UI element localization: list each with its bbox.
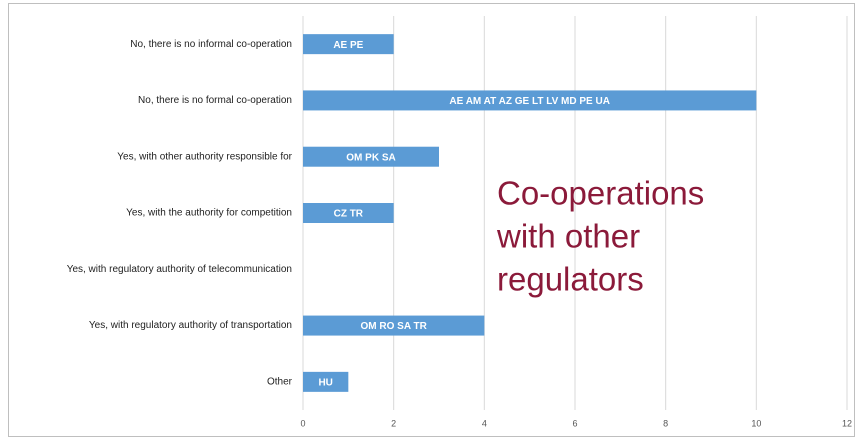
y-tick-label: Yes, with the authority for competition bbox=[126, 208, 292, 219]
y-tick-label: Yes, with regulatory authority of teleco… bbox=[67, 264, 292, 275]
bar bbox=[303, 90, 757, 111]
annotation: regulators bbox=[497, 261, 644, 298]
bar bbox=[303, 371, 349, 392]
bar bbox=[303, 146, 439, 167]
bar-label: HU bbox=[318, 377, 332, 388]
bar-label: CZ TR bbox=[334, 209, 364, 220]
y-tick-label: Yes, with regulatory authority of transp… bbox=[89, 320, 292, 331]
x-tick-label: 8 bbox=[663, 418, 668, 428]
bar bbox=[303, 203, 394, 223]
bar-label: OM PK SA bbox=[346, 152, 395, 163]
y-tick-label: No, there is no formal co-operation bbox=[138, 95, 292, 106]
frame bbox=[8, 3, 855, 437]
annotation: Co-operations bbox=[497, 175, 704, 212]
bar-label: AE AM AT AZ GE LT LV MD PE UA bbox=[449, 96, 610, 107]
x-tick-label: 12 bbox=[842, 418, 852, 428]
x-tick-label: 0 bbox=[300, 418, 305, 428]
y-tick-label: Other bbox=[267, 376, 293, 387]
y-tick-label: Yes, with other authority responsible fo… bbox=[117, 151, 292, 162]
x-tick-label: 4 bbox=[482, 418, 487, 428]
x-tick-label: 2 bbox=[391, 418, 396, 428]
bar-label: OM RO SA TR bbox=[361, 321, 428, 332]
x-tick-label: 10 bbox=[751, 418, 761, 428]
x-tick-label: 6 bbox=[572, 418, 577, 428]
y-tick-label: No, there is no informal co-operation bbox=[130, 39, 292, 50]
bar bbox=[303, 315, 485, 336]
annotation: with other bbox=[496, 218, 640, 255]
bar bbox=[303, 34, 394, 55]
bar-label: AE PE bbox=[333, 40, 363, 51]
